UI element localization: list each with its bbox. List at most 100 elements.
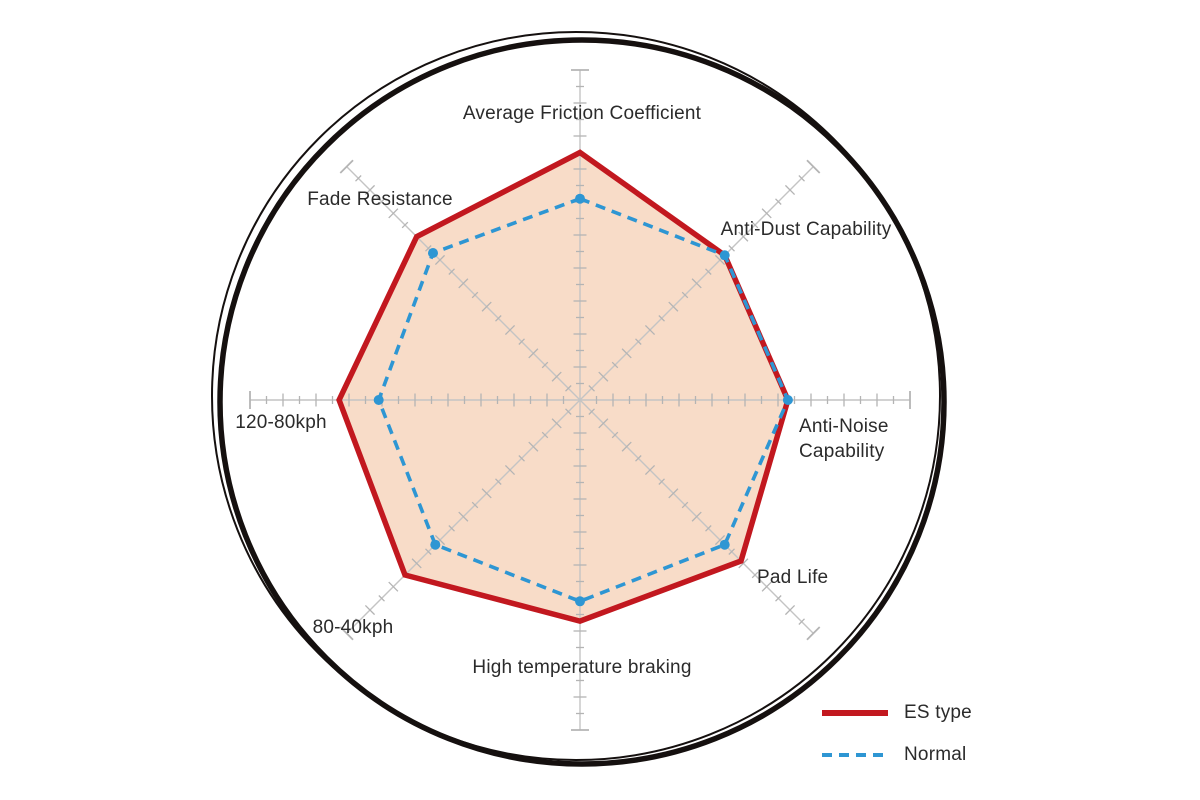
major-tick	[691, 511, 702, 522]
minor-tick	[775, 198, 782, 205]
major-tick	[481, 301, 492, 312]
major-tick	[528, 441, 539, 452]
minor-tick	[611, 431, 619, 439]
major-tick	[481, 488, 492, 499]
major-tick	[784, 184, 796, 196]
minor-tick	[751, 571, 759, 579]
axis-label-120-80kph: 120-80kph	[235, 412, 327, 433]
major-tick	[621, 348, 632, 359]
major-tick	[551, 371, 562, 382]
axis-label-fade-resistance: Fade Resistance	[307, 189, 453, 210]
outer-ring-thin	[211, 31, 941, 761]
major-tick	[458, 511, 469, 522]
major-tick	[504, 324, 516, 336]
minor-tick	[425, 548, 432, 555]
normal-marker-0	[575, 193, 585, 204]
major-tick	[668, 301, 679, 312]
major-tick	[364, 184, 376, 196]
minor-tick	[728, 245, 735, 252]
minor-tick	[471, 501, 479, 509]
major-tick	[598, 371, 609, 382]
normal-marker-4	[575, 596, 585, 607]
outer-ring-thick	[217, 37, 947, 767]
axis-label-average-friction-coefficient: Average Friction Coefficient	[462, 103, 702, 124]
major-tick	[761, 208, 772, 219]
minor-tick	[565, 385, 572, 392]
major-tick	[458, 278, 469, 289]
minor-tick	[495, 478, 502, 485]
major-tick	[528, 348, 539, 359]
normal-marker-7	[428, 248, 438, 258]
axis-end-cap	[339, 159, 354, 174]
es-type-fill-area	[339, 152, 788, 622]
minor-tick	[448, 525, 455, 532]
major-tick	[434, 254, 446, 266]
major-tick	[598, 418, 609, 429]
major-tick	[644, 324, 656, 336]
legend-label-es-type: ES type	[904, 702, 972, 723]
major-tick	[621, 441, 632, 452]
major-tick	[434, 534, 446, 546]
axis-label-anti-dust-capability: Anti-Dust Capability	[720, 219, 892, 240]
normal-polygon	[376, 196, 790, 604]
minor-tick	[541, 431, 549, 439]
minor-tick	[355, 175, 362, 182]
minor-tick	[705, 268, 712, 275]
normal-marker-5	[430, 539, 441, 550]
minor-tick	[775, 595, 782, 602]
minor-tick	[658, 315, 665, 322]
normal-dashed-line-swatch	[822, 753, 884, 757]
axis-label-80-40kph: 80-40kph	[312, 617, 394, 638]
major-tick	[364, 604, 376, 616]
es-type-line-swatch	[822, 710, 888, 716]
normal-marker-6	[373, 395, 384, 405]
major-tick	[411, 558, 422, 569]
major-tick	[388, 208, 399, 219]
legend-row-normal: Normal	[820, 741, 972, 769]
legend-label-normal: Normal	[904, 744, 967, 765]
minor-tick	[541, 361, 549, 369]
normal-marker-2	[782, 395, 793, 405]
minor-tick	[355, 618, 362, 625]
normal-marker-1	[719, 250, 730, 261]
major-tick	[668, 488, 679, 499]
minor-tick	[751, 221, 759, 229]
minor-tick	[588, 385, 595, 392]
minor-tick	[518, 338, 525, 345]
axis-label-high-temperature-braking: High temperature braking	[472, 657, 692, 678]
minor-tick	[635, 338, 642, 345]
minor-tick	[635, 455, 642, 462]
minor-tick	[798, 618, 805, 625]
minor-tick	[658, 478, 665, 485]
minor-tick	[518, 455, 525, 462]
minor-tick	[681, 501, 689, 509]
minor-tick	[425, 245, 432, 252]
minor-tick	[471, 291, 479, 299]
major-tick	[551, 418, 562, 429]
minor-tick	[705, 525, 712, 532]
axis-end-cap	[339, 626, 354, 641]
minor-tick	[681, 291, 689, 299]
major-tick	[714, 534, 726, 546]
major-tick	[738, 558, 749, 569]
legend: ES type Normal	[820, 699, 972, 769]
major-tick	[388, 581, 399, 592]
normal-marker-3	[719, 539, 730, 550]
minor-tick	[378, 198, 385, 205]
minor-tick	[401, 221, 409, 229]
major-tick	[761, 581, 772, 592]
minor-tick	[565, 408, 572, 415]
major-tick	[784, 604, 796, 616]
minor-tick	[798, 175, 805, 182]
minor-tick	[378, 595, 385, 602]
legend-row-es-type: ES type	[820, 699, 972, 727]
minor-tick	[588, 408, 595, 415]
minor-tick	[611, 361, 619, 369]
axis-label-anti-noise-capability: Anti-Noise Capability	[799, 416, 889, 462]
axis-end-cap	[806, 626, 821, 641]
minor-tick	[495, 315, 502, 322]
minor-tick	[728, 548, 735, 555]
axis-label-pad-life: Pad Life	[757, 567, 829, 588]
